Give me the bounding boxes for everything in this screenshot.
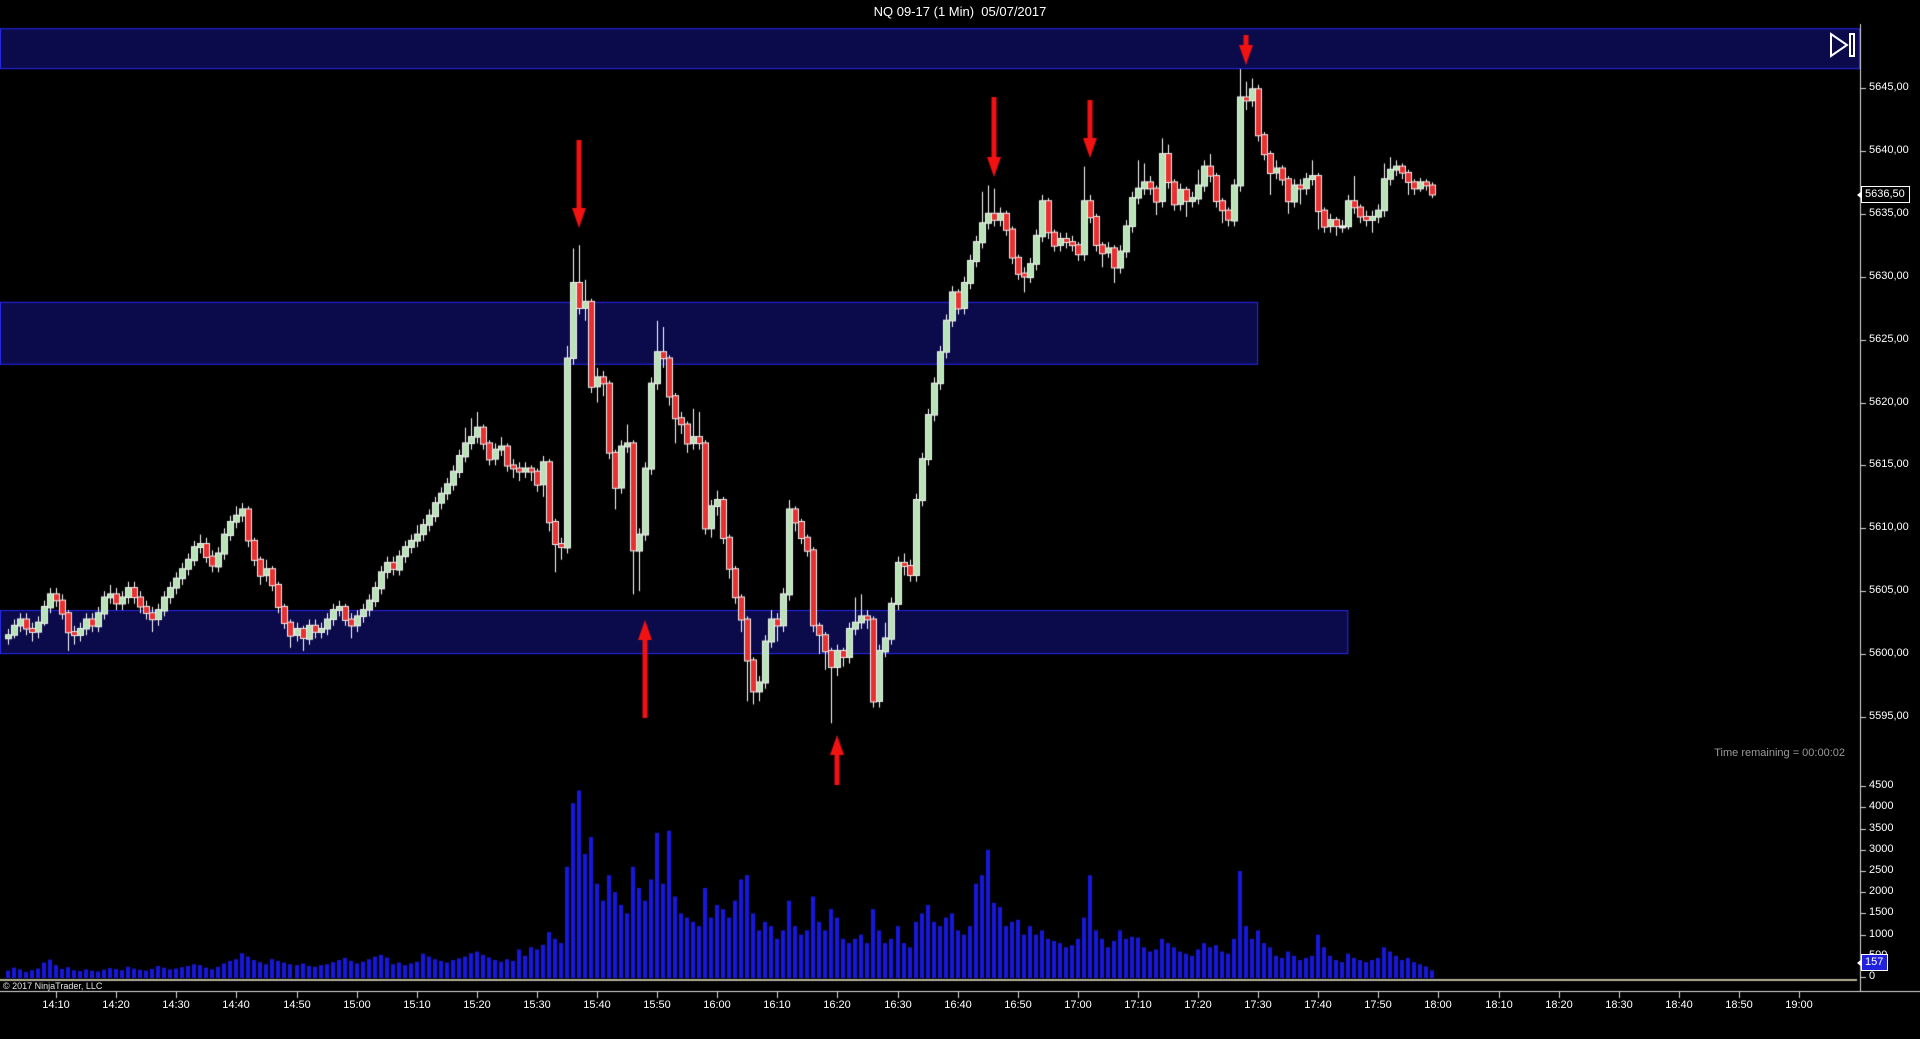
time-tick-label: 15:10: [403, 999, 431, 1011]
time-tick-label: 19:00: [1785, 999, 1813, 1011]
time-tick-label: 15:40: [583, 999, 611, 1011]
time-tick-label: 16:20: [823, 999, 851, 1011]
volume-tick-label: 4500: [1869, 779, 1894, 791]
last-volume-badge: 157: [1856, 954, 1889, 971]
copyright-label: © 2017 NinjaTrader, LLC: [3, 981, 103, 991]
time-tick-label: 17:20: [1184, 999, 1212, 1011]
time-tick-label: 17:40: [1304, 999, 1332, 1011]
volume-tick-label: 2000: [1869, 885, 1894, 897]
time-tick-label: 16:50: [1004, 999, 1032, 1011]
time-tick-label: 17:10: [1124, 999, 1152, 1011]
volume-tick-label: 0: [1869, 970, 1876, 982]
price-tick-label: 5615,00: [1869, 458, 1909, 470]
price-tick-label: 5635,00: [1869, 207, 1909, 219]
price-tick-label: 5595,00: [1869, 710, 1909, 722]
time-tick-label: 16:30: [884, 999, 912, 1011]
time-tick-label: 18:30: [1605, 999, 1633, 1011]
time-tick-label: 18:40: [1665, 999, 1693, 1011]
price-tick-label: 5640,00: [1869, 144, 1909, 156]
volume-tick-label: 2500: [1869, 864, 1894, 876]
skip-to-end-icon[interactable]: [1824, 29, 1858, 61]
volume-tick-label: 1500: [1869, 906, 1894, 918]
time-tick-label: 15:20: [463, 999, 491, 1011]
time-tick-label: 15:30: [523, 999, 551, 1011]
time-tick-label: 14:50: [283, 999, 311, 1011]
time-tick-label: 16:00: [703, 999, 731, 1011]
price-tick-label: 5610,00: [1869, 521, 1909, 533]
time-tick-label: 15:50: [643, 999, 671, 1011]
time-tick-label: 15:00: [343, 999, 371, 1011]
price-tick-label: 5605,00: [1869, 584, 1909, 596]
time-tick-label: 17:00: [1064, 999, 1092, 1011]
price-tick-label: 5625,00: [1869, 333, 1909, 345]
time-tick-label: 16:40: [944, 999, 972, 1011]
price-tick-label: 5645,00: [1869, 81, 1909, 93]
volume-tick-label: 4000: [1869, 800, 1894, 812]
volume-tick-label: 1000: [1869, 928, 1894, 940]
time-tick-label: 14:10: [42, 999, 70, 1011]
time-tick-label: 18:50: [1725, 999, 1753, 1011]
time-tick-label: 18:20: [1545, 999, 1573, 1011]
price-tick-label: 5620,00: [1869, 396, 1909, 408]
time-remaining-label: Time remaining = 00:00:02: [1714, 747, 1845, 759]
time-tick-label: 18:10: [1485, 999, 1513, 1011]
volume-tick-label: 3500: [1869, 822, 1894, 834]
time-tick-label: 14:30: [162, 999, 190, 1011]
price-tick-label: 5630,00: [1869, 270, 1909, 282]
price-tick-label: 5600,00: [1869, 647, 1909, 659]
volume-tick-label: 3000: [1869, 843, 1894, 855]
time-tick-label: 17:30: [1244, 999, 1272, 1011]
time-tick-label: 17:50: [1364, 999, 1392, 1011]
time-tick-label: 18:00: [1424, 999, 1452, 1011]
time-tick-label: 14:20: [102, 999, 130, 1011]
time-tick-label: 16:10: [763, 999, 791, 1011]
last-price-badge: 5636,50: [1857, 186, 1910, 203]
time-tick-label: 14:40: [222, 999, 250, 1011]
